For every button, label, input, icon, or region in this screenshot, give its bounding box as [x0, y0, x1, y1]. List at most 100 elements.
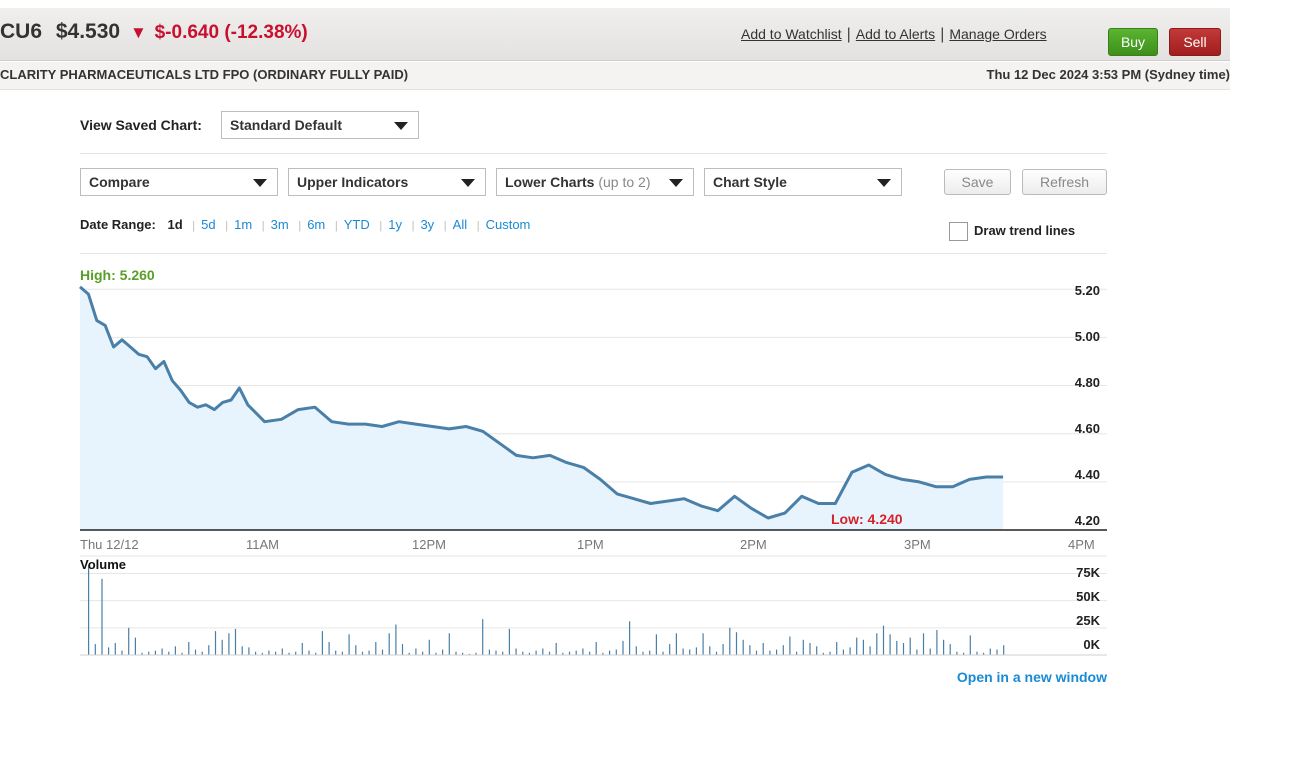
volume-y-tick: 50K	[1076, 589, 1100, 604]
volume-bar	[515, 648, 517, 655]
volume-bar	[208, 645, 210, 655]
volume-bar	[528, 652, 530, 655]
ticker-summary: CU6 $4.530 ▼ $-0.640 (-12.38%)	[0, 20, 308, 44]
volume-bar	[595, 642, 597, 655]
range-all-link[interactable]: All	[452, 217, 468, 232]
volume-bar	[649, 650, 651, 655]
range-3m-link[interactable]: 3m	[270, 217, 289, 232]
volume-bar	[348, 634, 350, 655]
upper-indicators-select[interactable]: Upper Indicators	[288, 168, 486, 196]
volume-bar	[802, 639, 804, 655]
volume-bar	[468, 653, 470, 655]
buy-button[interactable]: Buy	[1108, 28, 1158, 56]
volume-bar	[776, 649, 778, 655]
volume-bar	[735, 632, 738, 655]
manage-orders-link[interactable]: Manage Orders	[949, 26, 1047, 42]
save-button[interactable]: Save	[944, 169, 1011, 195]
volume-bar	[889, 634, 891, 655]
volume-bar	[281, 648, 283, 655]
date-range-bar: Date Range: 1d | 5d | 1m | 3m | 6m | YTD | 1y …	[80, 217, 531, 232]
range-custom-link[interactable]: Custom	[485, 217, 531, 232]
volume-bar	[762, 643, 764, 655]
volume-bar	[902, 643, 905, 655]
chart-style-select[interactable]: Chart Style	[704, 168, 902, 196]
compare-select[interactable]: Compare	[80, 168, 278, 196]
volume-bar	[134, 637, 136, 655]
volume-bar	[976, 651, 978, 655]
price-area	[80, 286, 1004, 530]
volume-bar	[395, 624, 397, 655]
x-tick-label: 4PM	[1068, 537, 1095, 552]
volume-bar	[462, 652, 464, 655]
volume-bar	[522, 651, 524, 655]
volume-bar	[695, 647, 697, 655]
volume-bar	[809, 643, 811, 655]
chevron-down-icon	[253, 179, 267, 187]
down-arrow-icon: ▼	[129, 23, 147, 42]
range-1m-link[interactable]: 1m	[234, 217, 253, 232]
volume-bar	[702, 633, 704, 656]
volume-bar	[174, 646, 176, 655]
saved-chart-label: View Saved Chart:	[80, 117, 202, 133]
upper-indicators-label: Upper Indicators	[297, 174, 409, 190]
volume-bar	[675, 633, 677, 656]
volume-bar	[114, 643, 116, 655]
volume-bar	[488, 649, 490, 655]
price-change: $-0.640 (-12.38%)	[154, 22, 308, 43]
add-to-alerts-link[interactable]: Add to Alerts	[855, 26, 936, 42]
sell-button[interactable]: Sell	[1169, 28, 1221, 56]
volume-bar	[742, 639, 744, 655]
volume-bar	[869, 646, 871, 655]
range-ytd-link[interactable]: YTD	[343, 217, 370, 232]
open-new-window-link[interactable]: Open in a new window	[956, 669, 1107, 685]
volume-bar	[435, 652, 437, 655]
volume-bar	[629, 621, 631, 655]
volume-bar	[542, 648, 544, 655]
date-range-label: Date Range:	[80, 217, 156, 232]
range-6m-link[interactable]: 6m	[307, 217, 326, 232]
volume-bar	[88, 565, 90, 655]
volume-bar	[949, 644, 951, 655]
volume-bar	[769, 650, 771, 655]
price-line	[79, 285, 1004, 520]
trend-lines-checkbox[interactable]	[949, 222, 968, 241]
saved-chart-select[interactable]: Standard Default	[221, 111, 419, 139]
range-3y-link[interactable]: 3y	[420, 217, 435, 232]
range-1y-link[interactable]: 1y	[388, 217, 402, 232]
x-tick-label: 12PM	[412, 537, 446, 552]
volume-bar	[495, 650, 497, 655]
volume-bar	[368, 650, 370, 655]
volume-bar	[428, 639, 430, 655]
range-5d-link[interactable]: 5d	[201, 217, 216, 232]
chart-style-label: Chart Style	[713, 174, 787, 190]
lower-charts-select[interactable]: Lower Charts (up to 2)	[496, 168, 694, 196]
volume-bar	[128, 627, 130, 655]
volume-bar	[301, 643, 303, 655]
chevron-down-icon	[669, 179, 683, 187]
volume-bar	[221, 639, 223, 655]
y-tick-label: 5.00	[1074, 329, 1100, 344]
volume-bar	[482, 619, 484, 655]
volume-bar	[154, 650, 156, 655]
volume-bar	[408, 652, 410, 655]
volume-bar	[388, 633, 390, 656]
volume-bar	[475, 652, 477, 655]
volume-bar	[241, 646, 243, 655]
volume-bar	[969, 635, 971, 655]
volume-bar	[816, 646, 818, 655]
y-tick-label: 5.20	[1074, 283, 1100, 298]
volume-bar	[535, 650, 537, 655]
volume-bar	[575, 650, 577, 655]
volume-bar	[682, 648, 684, 655]
refresh-button[interactable]: Refresh	[1022, 169, 1107, 195]
volume-bar	[989, 648, 991, 655]
divider	[80, 253, 1107, 254]
volume-bar	[929, 648, 931, 655]
ticker-code: CU6	[0, 20, 43, 43]
volume-bar	[709, 646, 711, 655]
volume-bar	[689, 649, 691, 655]
add-to-watchlist-link[interactable]: Add to Watchlist	[741, 26, 842, 42]
volume-bar	[214, 631, 217, 655]
volume-bar	[94, 644, 96, 655]
volume-bar	[375, 642, 377, 655]
